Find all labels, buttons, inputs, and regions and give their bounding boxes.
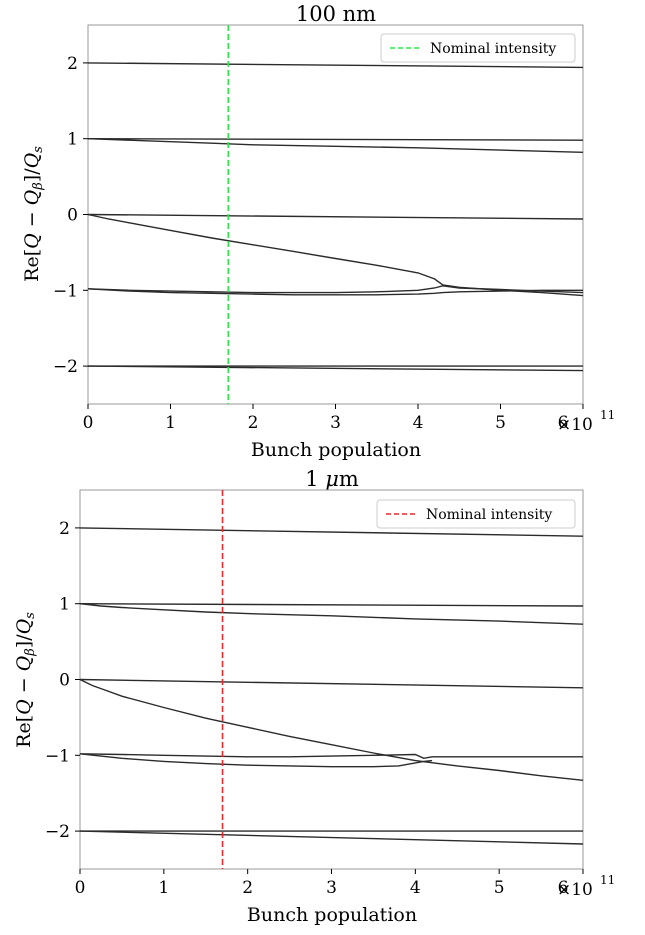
- legend: Nominal intensity: [380, 33, 576, 63]
- x-tick-label: 3: [326, 878, 337, 898]
- series-line-5: [87, 213, 584, 297]
- legend-box: [380, 33, 576, 63]
- x-tick-label: 5: [495, 413, 506, 433]
- legend-label: Nominal intensity: [426, 507, 552, 523]
- x-tick-label: 4: [413, 413, 424, 433]
- svg-text:11: 11: [600, 408, 615, 422]
- series-line-3: [79, 603, 584, 625]
- y-axis-label: Re[Q − Qβ]/Qs: [13, 612, 38, 748]
- plot-frame: [79, 489, 584, 870]
- series-lines: [87, 62, 584, 372]
- series-line-9: [79, 830, 584, 845]
- x-multiplier: ×10 11: [557, 873, 615, 900]
- series-line-2: [79, 603, 584, 607]
- series-line-4: [87, 213, 584, 220]
- y-tick-label: −1: [45, 746, 70, 766]
- svg-text:11: 11: [600, 873, 615, 887]
- panel-100nm: 100 nm Bunch population Re[Q − Qβ]/Qs 0 1…: [21, 2, 615, 461]
- chart-title: 1 μm: [305, 467, 359, 491]
- y-tick-label: 0: [67, 206, 78, 226]
- series-line-3: [87, 138, 584, 153]
- y-tick-label: −2: [45, 822, 70, 842]
- y-tick-label: −1: [53, 281, 78, 301]
- x-tick-label: 1: [158, 878, 169, 898]
- series-line-6: [79, 753, 583, 760]
- series-line-7: [87, 288, 583, 296]
- x-tick-label: 6: [558, 413, 569, 433]
- legend-label: Nominal intensity: [430, 41, 556, 57]
- series-line-6: [87, 285, 584, 294]
- series-line-9: [87, 365, 584, 372]
- y-tick-label: 1: [59, 595, 70, 615]
- svg-text:×10: ×10: [557, 880, 593, 900]
- chart-title: 100 nm: [296, 2, 376, 26]
- legend: Nominal intensity: [376, 499, 576, 529]
- series-line-1: [87, 62, 584, 69]
- y-tick-label: 0: [59, 671, 70, 691]
- series-lines: [79, 527, 584, 845]
- y-ticks: −2 −1 0 1 2: [45, 519, 80, 842]
- x-tick-label: 5: [494, 878, 505, 898]
- series-line-5: [79, 678, 584, 781]
- x-tick-label: 3: [330, 413, 341, 433]
- x-ticks: 0 1 2 3 4 5 6: [83, 404, 584, 433]
- y-tick-label: −2: [53, 357, 78, 377]
- series-line-4: [79, 678, 584, 689]
- svg-text:×10: ×10: [557, 415, 593, 435]
- legend-box: [376, 499, 576, 529]
- x-axis-label: Bunch population: [247, 904, 417, 926]
- x-tick-label: 4: [410, 878, 421, 898]
- x-tick-label: 2: [248, 413, 259, 433]
- x-ticks: 0 1 2 3 4 5 6: [75, 869, 584, 898]
- x-tick-label: 2: [242, 878, 253, 898]
- x-multiplier: ×10 11: [557, 408, 615, 435]
- y-ticks: −2 −1 0 1 2: [53, 54, 88, 377]
- series-line-2: [87, 138, 584, 141]
- y-axis-label: Re[Q − Qβ]/Qs: [21, 146, 46, 282]
- panel-1um: 1 μm Bunch population Re[Q − Qβ]/Qs 0 1 2 3…: [13, 467, 615, 926]
- y-tick-label: 1: [67, 130, 78, 150]
- x-tick-label: 0: [83, 413, 94, 433]
- y-tick-label: 2: [67, 54, 78, 74]
- x-axis-label: Bunch population: [251, 439, 421, 461]
- y-tick-label: 2: [59, 519, 70, 539]
- x-tick-label: 6: [558, 878, 569, 898]
- x-tick-label: 1: [165, 413, 176, 433]
- series-line-7: [79, 753, 433, 768]
- series-line-1: [79, 527, 584, 537]
- x-tick-label: 0: [75, 878, 86, 898]
